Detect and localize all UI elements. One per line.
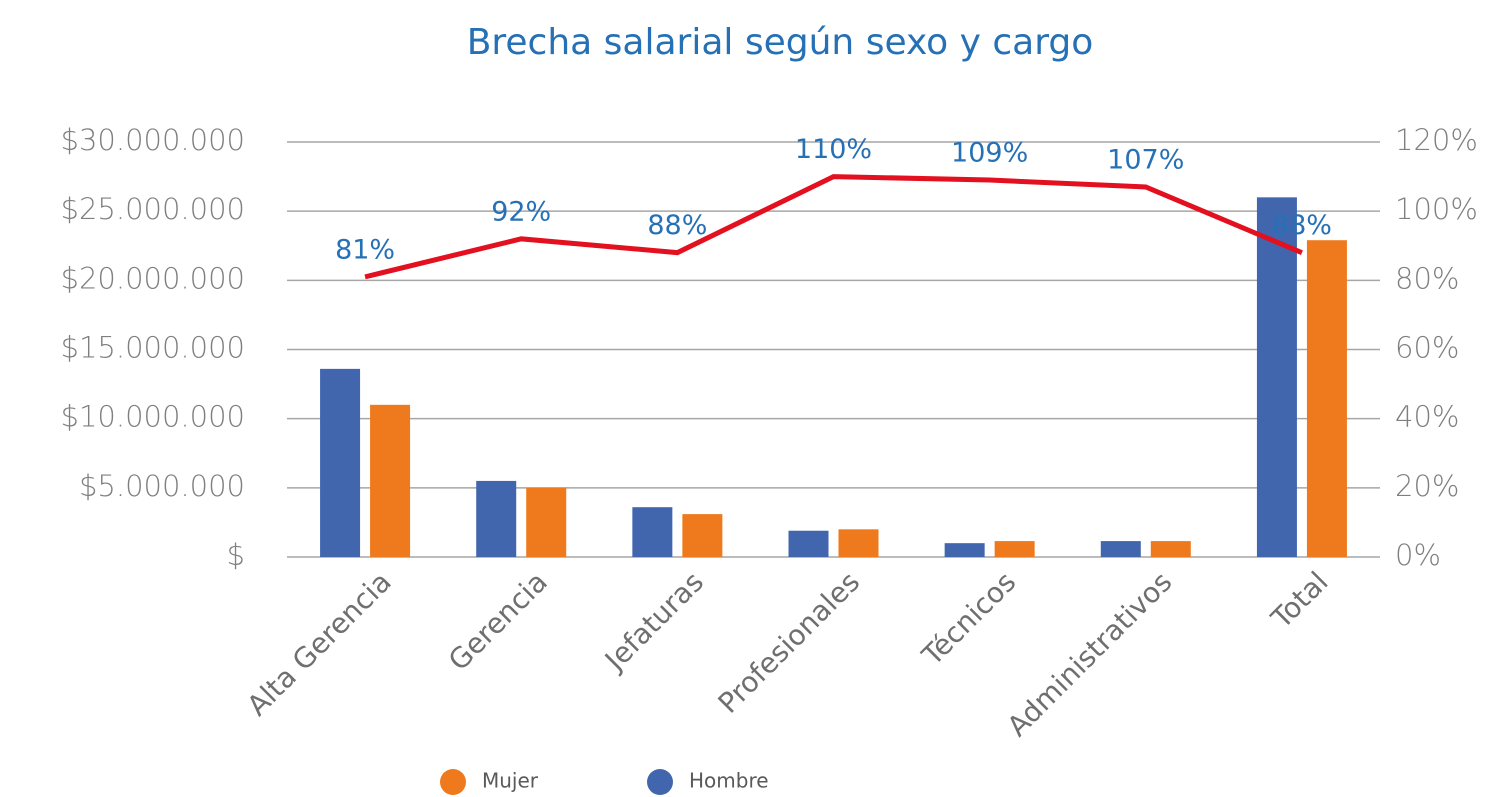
- y2-tick-label: 80%: [1395, 261, 1459, 295]
- data-label: 88%: [1272, 210, 1332, 241]
- data-label: 88%: [647, 210, 707, 241]
- y-tick-label: $25.000.000: [61, 192, 246, 226]
- legend-label: Mujer: [482, 769, 539, 793]
- data-label: 109%: [951, 138, 1028, 169]
- bar: [320, 368, 361, 557]
- y-tick-label: $30.000.000: [61, 123, 246, 157]
- y-tick-label: $5.000.000: [79, 469, 245, 503]
- x-tick-label: Jefaturas: [597, 565, 710, 678]
- data-label: 81%: [335, 234, 395, 265]
- y2-tick-label: 40%: [1395, 400, 1459, 434]
- legend-swatch: [440, 769, 466, 795]
- x-tick-label: Profesionales: [712, 565, 867, 720]
- x-tick-label: Total: [1264, 565, 1334, 635]
- y2-tick-label: 120%: [1395, 123, 1478, 157]
- data-label: 92%: [491, 196, 551, 227]
- x-tick-label: Gerencia: [442, 565, 554, 677]
- legend-swatch: [647, 769, 673, 795]
- y-tick-label: $: [227, 538, 245, 572]
- data-label: 107%: [1107, 144, 1184, 175]
- y2-tick-label: 100%: [1395, 192, 1478, 226]
- legend-label: Hombre: [689, 769, 769, 793]
- x-tick-label: Alta Gerencia: [241, 565, 398, 722]
- bar: [944, 543, 985, 557]
- chart-title: Brecha salarial según sexo y cargo: [467, 22, 1094, 63]
- bar: [994, 541, 1035, 557]
- x-tick-label: Administrativos: [1001, 565, 1179, 743]
- bar: [788, 530, 829, 557]
- bar: [476, 480, 517, 557]
- bar: [682, 514, 723, 557]
- line: [364, 174, 1303, 280]
- bar: [370, 404, 411, 557]
- y-tick-label: $20.000.000: [61, 261, 246, 295]
- y-tick-label: $15.000.000: [61, 331, 246, 365]
- bar: [838, 529, 879, 557]
- bar: [1150, 541, 1191, 557]
- y-tick-label: $10.000.000: [61, 400, 246, 434]
- y2-tick-label: 0%: [1395, 538, 1441, 572]
- bar: [1306, 240, 1347, 557]
- bar: [526, 487, 567, 557]
- bar: [1100, 541, 1141, 557]
- data-label: 110%: [795, 134, 872, 165]
- bar: [1256, 197, 1297, 558]
- y2-tick-label: 20%: [1395, 469, 1459, 503]
- x-tick-label: Técnicos: [915, 565, 1022, 672]
- bar: [632, 507, 673, 557]
- y2-tick-label: 60%: [1395, 331, 1459, 365]
